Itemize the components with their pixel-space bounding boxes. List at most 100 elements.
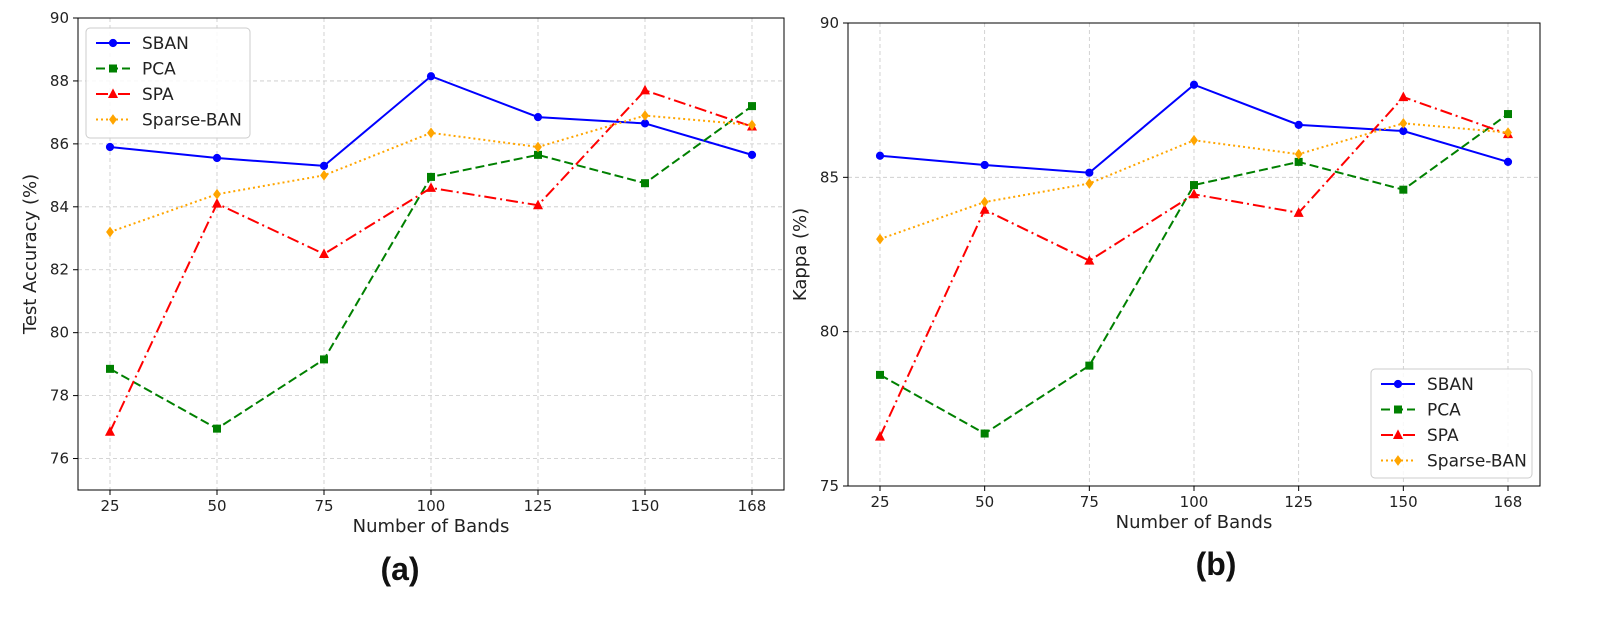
y-tick-label: 86 [50,135,69,153]
y-tick-label: 84 [50,198,69,216]
legend-item: SPA [96,85,174,105]
data-point [212,153,222,163]
data-point [876,233,884,245]
series-sparse-ban [876,117,1512,245]
data-point [1398,91,1409,102]
legend-item: PCA [1381,401,1461,421]
data-point [1399,117,1408,129]
x-tick-label: 25 [100,497,119,515]
y-tick-label: 82 [50,261,69,279]
legend-box [85,27,251,139]
legend-item: Sparse-BAN [1381,452,1527,472]
legend-marker [109,64,117,73]
series-spa [104,84,758,436]
data-point [980,196,989,208]
legend-label: SBAN [142,34,189,54]
chart-panel-b: 25 50 75 100 125 150 168 75 80 85 90 Number of Band… [790,14,1541,582]
x-tick-label: 125 [524,497,553,515]
x-tick-label: 125 [1284,493,1313,511]
x-tick-label: 25 [870,493,889,511]
data-point [105,142,115,152]
data-point [1504,110,1512,119]
series-pca [876,110,1512,438]
y-tick-label: 76 [50,450,69,468]
data-point [1504,127,1512,138]
series-pca [106,102,756,433]
legend-label: Sparse-BAN [142,111,242,131]
y-tick-label: 90 [50,9,69,27]
x-tick-label: 75 [314,497,333,515]
legend-item: Sparse-BAN [96,111,242,131]
legend-marker [1393,379,1403,389]
x-axis-label: Number of Bands [1116,512,1273,533]
data-point [980,160,989,170]
legend-label: Sparse-BAN [1427,452,1527,472]
legend-item: SBAN [96,34,189,54]
data-point [747,150,757,159]
x-tick-label: 100 [1180,493,1209,511]
data-point [1294,148,1303,160]
data-point [104,426,116,436]
x-tick-label: 150 [1389,493,1418,511]
data-point [427,127,435,139]
data-point [1085,178,1094,189]
legend-marker [107,88,119,98]
data-point [876,370,884,379]
y-tick-label: 88 [50,72,69,90]
panel-label: (b) [1196,546,1237,582]
legend-label: PCA [142,60,176,80]
data-point [426,72,436,81]
series-sparse-ban [106,110,756,238]
data-point [875,151,885,160]
legend-item: SBAN [1381,375,1474,395]
data-point [106,226,114,238]
data-point [1085,361,1094,370]
data-point [1085,168,1094,177]
data-point [213,424,221,433]
data-point [748,102,756,111]
data-point [425,182,437,192]
data-point [1293,207,1304,217]
data-point [534,141,542,153]
x-tick-label: 50 [207,497,226,515]
x-tick-label: 168 [738,497,767,515]
series-line [109,89,753,433]
legend-label: SPA [1427,426,1459,446]
data-point [641,179,649,188]
y-tick-label: 85 [820,168,839,186]
y-axis-label: Kappa (%) [790,208,811,301]
panel-label: (a) [380,551,419,587]
y-tick-label: 90 [820,14,839,32]
legend-item: PCA [96,60,176,80]
series-sban [875,80,1513,177]
series-sban [105,72,757,170]
data-point [532,199,544,210]
data-point [1294,120,1303,129]
x-axis-label: Number of Bands [353,516,510,537]
legend: SBAN PCA SPA Sparse-BAN [1370,368,1533,479]
data-point [874,431,886,441]
data-point [1399,185,1408,194]
legend-marker [108,38,118,48]
y-tick-label: 78 [50,387,69,405]
y-tick-label: 80 [50,324,69,342]
x-tick-label: 50 [975,493,994,511]
legend-label: PCA [1427,401,1461,421]
data-point [641,110,649,121]
data-point [534,150,542,159]
data-point [1084,255,1095,265]
y-axis-label: Test Accuracy (%) [20,174,41,335]
data-point [980,429,989,438]
data-point [1188,188,1200,199]
legend-marker [1394,405,1402,414]
legend-marker [1394,455,1402,466]
data-point [639,84,651,95]
data-point [748,119,756,131]
x-tick-label: 100 [417,497,446,515]
chart-panel-a: 25 50 75 100 125 150 168 76 78 80 82 84 86 88 90 Number… [20,9,785,587]
data-point [533,113,543,122]
x-tick-label: 168 [1494,493,1523,511]
data-point [1503,157,1513,166]
data-point [427,172,435,181]
